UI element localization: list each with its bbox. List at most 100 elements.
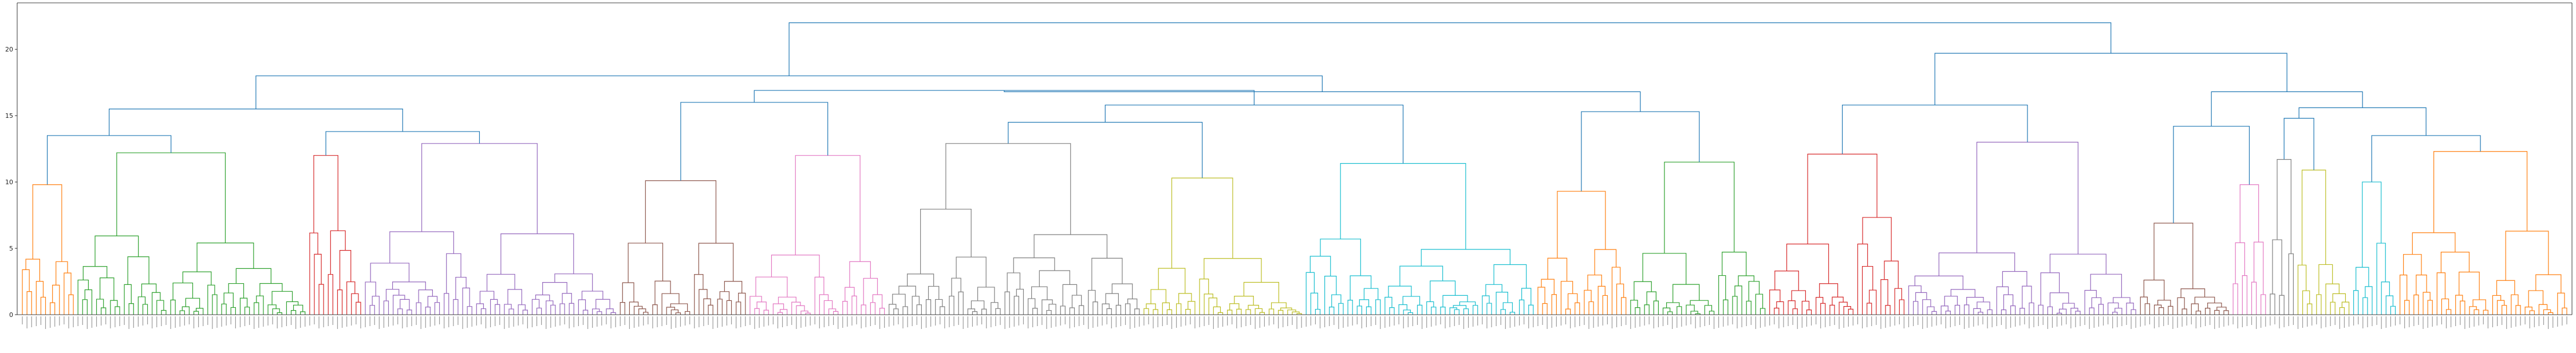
leaf-label-mark (1384, 316, 1386, 328)
leaf-label-mark (1046, 316, 1047, 329)
cluster-link (446, 253, 461, 293)
leaf-label-mark (1695, 316, 1696, 328)
upper-link (680, 102, 829, 181)
leaf-label-mark (59, 316, 60, 326)
leaf-label-mark (1064, 316, 1066, 324)
cluster-link (879, 308, 885, 315)
cluster-link (610, 312, 616, 315)
leaf-label-mark (800, 316, 802, 328)
cluster-link (1894, 288, 1902, 315)
cluster-link (2029, 302, 2034, 315)
cluster-link (455, 276, 467, 300)
cluster-link (2126, 303, 2134, 315)
leaf-label-mark (346, 316, 348, 327)
cluster-link (1541, 279, 1555, 295)
leaf-label-mark (1296, 316, 1297, 329)
cluster-link (235, 268, 271, 284)
leaf-label-mark (1305, 316, 1307, 327)
cluster-link (1927, 306, 1935, 315)
cluster-link (2440, 251, 2470, 273)
cluster-link (508, 308, 514, 315)
leaf-label-mark (2274, 316, 2275, 324)
leaf-label-mark (2524, 316, 2526, 324)
cluster-link (196, 243, 254, 272)
cluster-link (675, 312, 681, 315)
leaf-label-mark (935, 316, 936, 326)
cluster-link (137, 296, 146, 315)
leaf-label-mark (2256, 316, 2257, 329)
cluster-link (1690, 311, 1698, 315)
cluster-link (2223, 310, 2229, 315)
cluster-link (1602, 295, 1608, 315)
leaf-label-mark (1880, 316, 1881, 329)
leaf-label-mark (175, 316, 176, 328)
leaf-label-mark (823, 316, 825, 327)
leaf-label-mark (318, 316, 319, 328)
cluster-link (313, 155, 338, 233)
cluster-link (2277, 159, 2291, 254)
leaf-label-mark (689, 316, 691, 324)
cluster-link (2144, 303, 2151, 315)
leaf-label-mark (1245, 316, 1246, 326)
leaf-label-mark (1491, 316, 1492, 327)
upper-link (2371, 135, 2481, 183)
cluster-link (1978, 311, 1983, 315)
cluster-link (1565, 308, 1571, 315)
cluster-link (1954, 304, 1960, 315)
cluster-link (958, 291, 964, 315)
leaf-label-mark (1834, 316, 1835, 325)
leaf-label-mark (513, 316, 514, 327)
leaf-label-mark (2112, 316, 2113, 328)
leaf-label-mark (198, 316, 199, 327)
cluster-link (1388, 285, 1412, 298)
cluster-link (1807, 153, 1877, 244)
cluster-link (749, 296, 762, 315)
cluster-link (277, 312, 282, 315)
leaf-label-mark (2534, 316, 2535, 327)
upper-link (1104, 104, 1404, 164)
leaf-label-mark (782, 316, 783, 327)
cluster-link (1092, 302, 1098, 315)
cluster-link (1704, 305, 1713, 315)
cluster-link (228, 283, 244, 299)
leaf-label-mark (337, 316, 338, 329)
cluster-link (356, 302, 361, 315)
leaf-label-mark (490, 316, 491, 327)
cluster-link (1915, 292, 1927, 302)
cluster-link (2433, 151, 2528, 233)
cluster-link (708, 304, 713, 315)
leaf-label-mark (768, 316, 769, 326)
cluster-link (1634, 281, 1652, 300)
leaf-label-mark (226, 316, 227, 326)
cluster-link (559, 303, 565, 315)
y-tick-label: 0 (9, 311, 13, 319)
cluster-link (1171, 177, 1233, 268)
cluster-link (1502, 302, 1513, 312)
cluster-link (346, 281, 356, 315)
cluster-link (2084, 289, 2097, 315)
leaf-label-mark (1505, 316, 1506, 329)
leaf-label-mark (1639, 316, 1640, 327)
cluster-link (1528, 304, 1534, 315)
cluster-link (84, 289, 93, 315)
cluster-link (25, 259, 41, 281)
cluster-link (1746, 300, 1751, 315)
leaf-label-mark (462, 316, 463, 329)
cluster-link (1485, 284, 1502, 296)
leaf-label-mark (328, 316, 329, 326)
cluster-link (1143, 308, 1149, 315)
leaf-label-mark (1630, 316, 1631, 329)
cluster-link (1091, 257, 1123, 291)
leaf-label-mark (578, 316, 579, 326)
cluster-link (2455, 295, 2463, 315)
cluster-link (1676, 306, 1682, 315)
upper-link (46, 135, 172, 185)
leaf-label-mark (1556, 316, 1557, 327)
leaf-label-mark (82, 316, 83, 325)
cluster-link (337, 289, 343, 315)
leaf-label-mark (902, 316, 904, 328)
leaf-label-mark (1454, 316, 1455, 326)
cluster-link (755, 276, 788, 298)
cluster-link (1105, 293, 1119, 306)
cluster-link (1788, 300, 1796, 315)
